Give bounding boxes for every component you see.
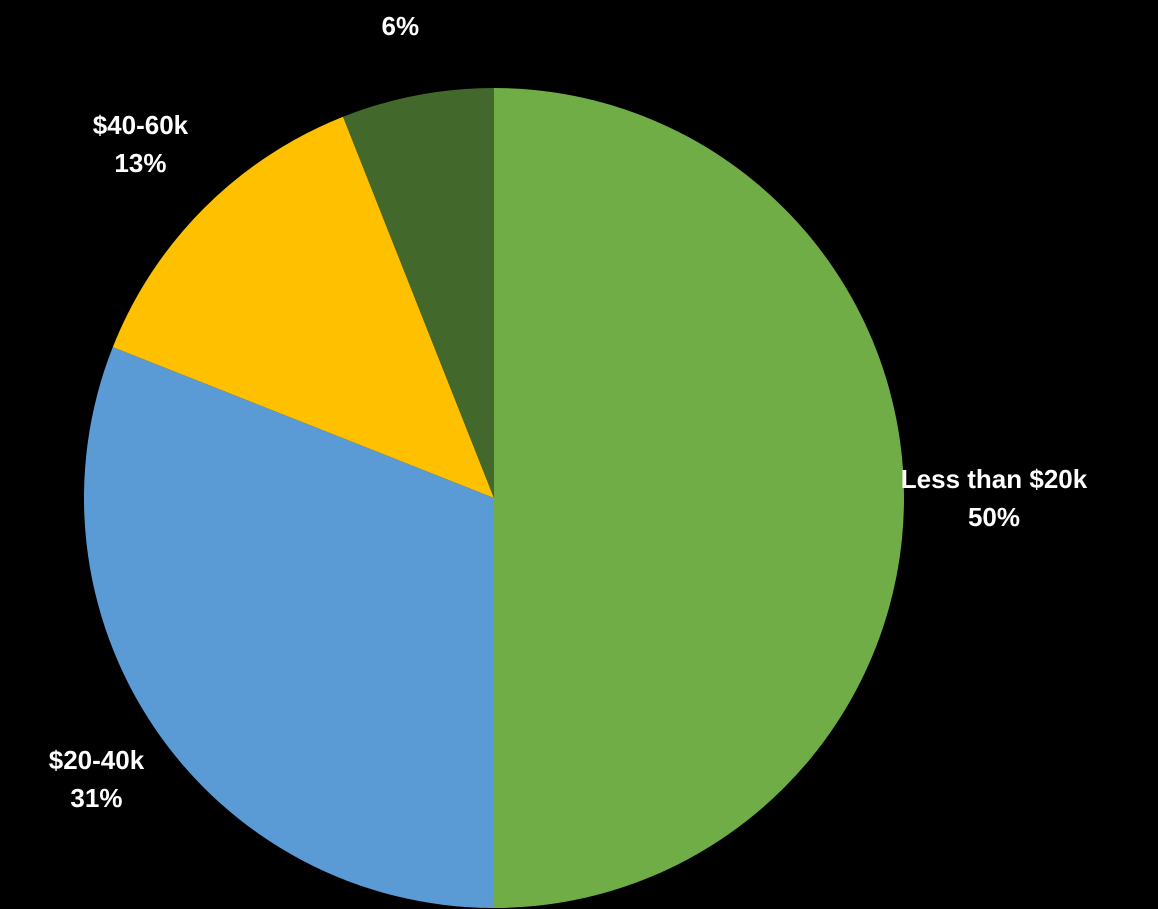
slice-percent-label: 6% <box>381 10 420 41</box>
slice-label: Less than $20k 50% <box>901 460 1087 536</box>
pie-slices <box>83 88 904 908</box>
slice-percent-label: 31% <box>70 783 123 814</box>
pie-slice <box>494 88 904 908</box>
slice-percent-label: 50% <box>967 502 1021 532</box>
slice-category-label: Less than $20k <box>900 464 1088 494</box>
slice-category-label: $20-40k <box>48 745 145 776</box>
pie-slice <box>112 116 494 498</box>
slice-label: More than $60k 6% <box>306 0 495 45</box>
slice-percent-label: 13% <box>114 148 167 179</box>
slice-category-label: More than $60k <box>306 0 495 7</box>
slice-label: $20-40k 31% <box>49 741 144 817</box>
slice-label: $40-60k 13% <box>93 106 188 182</box>
pie-slice <box>83 347 494 908</box>
pie-slice <box>343 88 494 498</box>
slice-category-label: $40-60k <box>92 110 189 141</box>
